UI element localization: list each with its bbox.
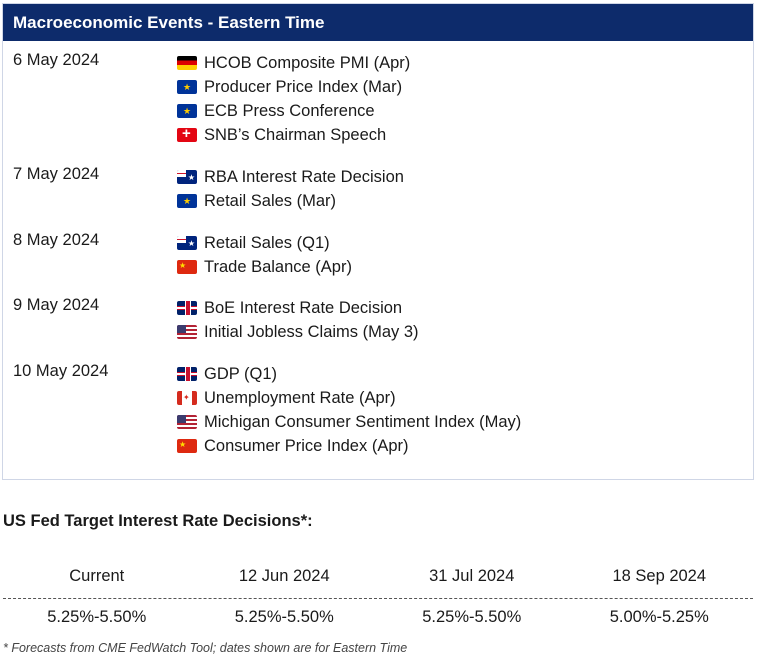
event-item: BoE Interest Rate Decision — [177, 296, 419, 320]
fed-header-cell: Current — [69, 567, 125, 585]
fed-header-cell: 12 Jun 2024 — [238, 567, 330, 585]
event-item: Retail Sales (Mar) — [177, 189, 404, 213]
events-table-header: Macroeconomic Events - Eastern Time — [3, 4, 753, 41]
event-label: SNB’s Chairman Speech — [204, 125, 387, 144]
event-label: HCOB Composite PMI (Apr) — [204, 53, 411, 72]
event-item: ECB Press Conference — [177, 99, 410, 123]
event-date: 8 May 2024 — [13, 231, 100, 249]
event-item: SNB’s Chairman Speech — [177, 123, 410, 147]
eu-flag-icon — [177, 104, 197, 118]
event-item: Unemployment Rate (Apr) — [177, 386, 521, 410]
eu-flag-icon — [177, 194, 197, 208]
event-item: Consumer Price Index (Apr) — [177, 434, 521, 458]
fed-value-cell: 5.00%-5.25% — [609, 608, 709, 626]
event-label: GDP (Q1) — [204, 364, 278, 383]
event-label: RBA Interest Rate Decision — [204, 167, 404, 186]
fed-section-title: US Fed Target Interest Rate Decisions*: — [3, 512, 313, 530]
us-flag-icon — [177, 325, 197, 339]
event-item: Michigan Consumer Sentiment Index (May) — [177, 410, 521, 434]
event-label: Retail Sales (Mar) — [204, 191, 337, 210]
event-label: Michigan Consumer Sentiment Index (May) — [204, 412, 522, 431]
event-item: RBA Interest Rate Decision — [177, 165, 404, 189]
eu-flag-icon — [177, 80, 197, 94]
event-item: Trade Balance (Apr) — [177, 255, 352, 279]
event-label: BoE Interest Rate Decision — [204, 298, 403, 317]
event-date: 7 May 2024 — [13, 165, 100, 183]
fed-header-cell: 18 Sep 2024 — [612, 567, 707, 585]
fed-value-cell: 5.25%-5.50% — [47, 608, 147, 626]
event-label: Initial Jobless Claims (May 3) — [204, 322, 419, 341]
events-table-title: Macroeconomic Events - Eastern Time — [13, 12, 325, 32]
macro-events-table: Macroeconomic Events - Eastern Time 6 Ma… — [2, 3, 754, 480]
fed-header-cell: 31 Jul 2024 — [429, 567, 515, 585]
event-label: Retail Sales (Q1) — [204, 233, 330, 252]
canada-flag-icon — [177, 391, 197, 405]
australia-flag-icon — [177, 170, 197, 184]
footnote: * Forecasts from CME FedWatch Tool; date… — [3, 641, 408, 655]
event-item: HCOB Composite PMI (Apr) — [177, 51, 410, 75]
germany-flag-icon — [177, 56, 197, 70]
event-date: 9 May 2024 — [13, 296, 100, 314]
event-label: Unemployment Rate (Apr) — [204, 388, 396, 407]
event-label: Trade Balance (Apr) — [204, 257, 352, 276]
event-label: Producer Price Index (Mar) — [204, 77, 403, 96]
fed-value-cell: 5.25%-5.50% — [422, 608, 522, 626]
china-flag-icon — [177, 260, 197, 274]
fed-header-row: Current 12 Jun 2024 31 Jul 2024 18 Sep 2… — [3, 567, 753, 586]
uk-flag-icon — [177, 301, 197, 315]
event-item: Producer Price Index (Mar) — [177, 75, 410, 99]
uk-flag-icon — [177, 367, 197, 381]
event-item: Retail Sales (Q1) — [177, 231, 352, 255]
event-label: ECB Press Conference — [204, 101, 375, 120]
fed-values-row: 5.25%-5.50% 5.25%-5.50% 5.25%-5.50% 5.00… — [3, 608, 753, 627]
event-item: GDP (Q1) — [177, 362, 521, 386]
fed-divider — [3, 598, 753, 599]
event-item: Initial Jobless Claims (May 3) — [177, 320, 419, 344]
australia-flag-icon — [177, 236, 197, 250]
event-date: 6 May 2024 — [13, 51, 100, 69]
event-label: Consumer Price Index (Apr) — [204, 436, 409, 455]
fed-value-cell: 5.25%-5.50% — [234, 608, 334, 626]
china-flag-icon — [177, 439, 197, 453]
event-date: 10 May 2024 — [13, 362, 109, 380]
switzerland-flag-icon — [177, 128, 197, 142]
us-flag-icon — [177, 415, 197, 429]
